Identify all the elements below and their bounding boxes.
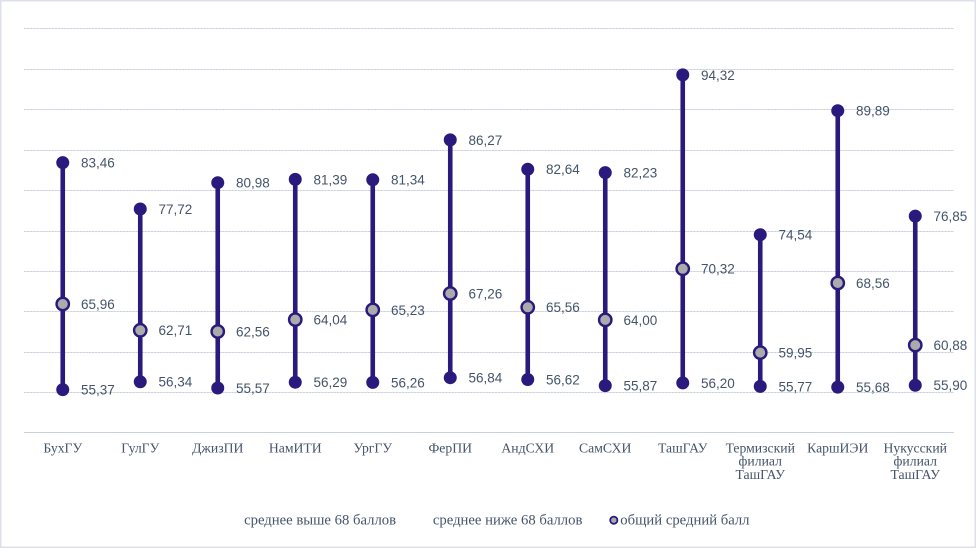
- svg-text:64,00: 64,00: [623, 313, 657, 328]
- svg-text:62,56: 62,56: [236, 324, 270, 339]
- svg-text:ФерПИ: ФерПИ: [428, 440, 472, 455]
- svg-text:62,71: 62,71: [158, 323, 192, 338]
- svg-text:ДжизПИ: ДжизПИ: [192, 440, 243, 455]
- svg-text:БухГУ: БухГУ: [43, 440, 82, 455]
- svg-text:ТашГАУ: ТашГАУ: [658, 440, 708, 455]
- svg-text:83,46: 83,46: [81, 156, 115, 171]
- svg-text:65,56: 65,56: [546, 300, 580, 315]
- svg-text:55,37: 55,37: [81, 383, 115, 398]
- svg-text:Термизский: Термизский: [726, 440, 795, 455]
- svg-text:56,26: 56,26: [391, 375, 425, 390]
- svg-text:56,34: 56,34: [158, 375, 192, 390]
- svg-text:ТашГАУ: ТашГАУ: [891, 467, 941, 482]
- svg-text:65,23: 65,23: [391, 303, 425, 318]
- svg-text:70,32: 70,32: [701, 262, 735, 277]
- svg-text:67,26: 67,26: [468, 286, 502, 301]
- svg-text:КаршИЭИ: КаршИЭИ: [807, 440, 868, 455]
- svg-text:филиал: филиал: [739, 454, 783, 469]
- svg-text:89,89: 89,89: [856, 104, 890, 119]
- svg-text:среднее ниже 68 баллов: среднее ниже 68 баллов: [433, 513, 583, 529]
- svg-text:65,96: 65,96: [81, 297, 115, 312]
- svg-text:общий средний балл: общий средний балл: [620, 513, 749, 529]
- svg-text:64,04: 64,04: [313, 313, 347, 328]
- svg-text:76,85: 76,85: [933, 209, 967, 224]
- svg-text:55,77: 55,77: [778, 379, 812, 394]
- svg-text:Нукусский: Нукусский: [884, 440, 947, 455]
- svg-text:55,90: 55,90: [933, 378, 967, 393]
- svg-text:60,88: 60,88: [933, 338, 967, 353]
- svg-text:ГулГУ: ГулГУ: [121, 440, 159, 455]
- svg-text:среднее выше 68 баллов: среднее выше 68 баллов: [244, 513, 396, 529]
- svg-text:55,57: 55,57: [236, 381, 270, 396]
- svg-text:филиал: филиал: [894, 454, 938, 469]
- svg-text:82,64: 82,64: [546, 162, 580, 177]
- svg-text:56,62: 56,62: [546, 372, 580, 387]
- svg-text:81,39: 81,39: [313, 172, 347, 187]
- svg-text:77,72: 77,72: [158, 202, 192, 217]
- svg-text:82,23: 82,23: [623, 166, 657, 181]
- svg-text:56,29: 56,29: [313, 375, 347, 390]
- svg-text:59,95: 59,95: [778, 346, 812, 361]
- svg-text:80,98: 80,98: [236, 176, 270, 191]
- svg-text:НамИТИ: НамИТИ: [269, 440, 322, 455]
- svg-text:81,34: 81,34: [391, 173, 425, 188]
- svg-text:ТашГАУ: ТашГАУ: [736, 467, 786, 482]
- svg-text:68,56: 68,56: [856, 276, 890, 291]
- svg-text:94,32: 94,32: [701, 68, 735, 83]
- svg-text:СамСХИ: СамСХИ: [579, 440, 632, 455]
- svg-text:55,87: 55,87: [623, 379, 657, 394]
- svg-text:56,84: 56,84: [468, 371, 502, 386]
- svg-text:УргГУ: УргГУ: [353, 440, 392, 455]
- svg-text:55,68: 55,68: [856, 380, 890, 395]
- svg-text:АндСХИ: АндСХИ: [501, 440, 554, 455]
- svg-text:56,20: 56,20: [701, 376, 735, 391]
- svg-text:86,27: 86,27: [468, 133, 502, 148]
- svg-text:74,54: 74,54: [778, 228, 812, 243]
